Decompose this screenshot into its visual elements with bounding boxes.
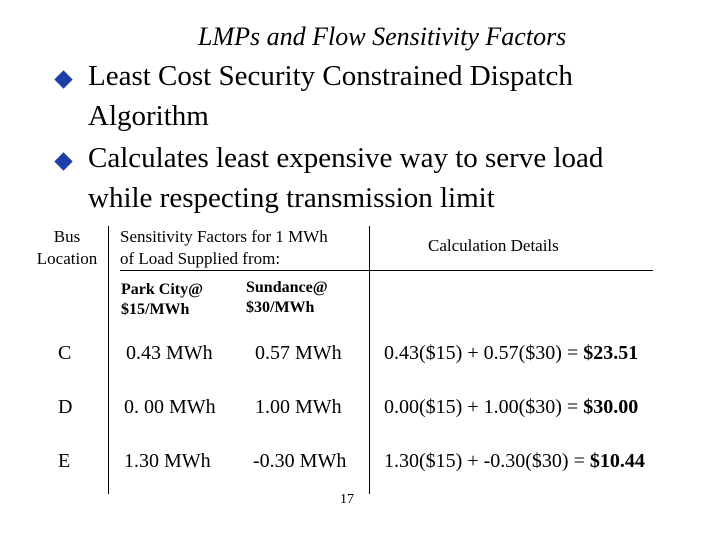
page-number: 17 <box>340 492 354 507</box>
subheader-park-city: Park City@ $15/MWh <box>121 281 203 318</box>
header-bus-location: Bus Location <box>36 227 98 268</box>
row-d-bus: D <box>58 396 73 418</box>
row-c-sundance: 0.57 MWh <box>255 342 342 364</box>
subheader-sundance: Sundance@ $30/MWh <box>246 279 328 316</box>
row-c-park-city: 0.43 MWh <box>126 342 213 364</box>
row-e-calculation: 1.30($15) + -0.30($30) = $10.44 <box>384 450 645 472</box>
bullet-1-line-2: Algorithm <box>88 100 209 132</box>
row-d-park-city: 0. 00 MWh <box>124 396 216 418</box>
bullet-diamond-icon <box>54 70 73 89</box>
column-divider-left <box>108 226 109 494</box>
bullet-2-line-1: Calculates least expensive way to serve … <box>88 142 604 174</box>
row-c-bus: C <box>58 342 72 364</box>
row-e-bus: E <box>58 450 71 472</box>
row-d-sundance: 1.00 MWh <box>255 396 342 418</box>
column-divider-right <box>369 226 370 494</box>
bullet-2-line-2: while respecting transmission limit <box>88 182 495 214</box>
row-c-calculation: 0.43($15) + 0.57($30) = $23.51 <box>384 342 639 364</box>
row-e-sundance: -0.30 MWh <box>253 450 347 472</box>
slide-title: LMPs and Flow Sensitivity Factors <box>198 22 567 51</box>
header-divider <box>120 270 653 271</box>
bullet-diamond-icon <box>54 152 73 171</box>
row-d-calculation: 0.00($15) + 1.00($30) = $30.00 <box>384 396 639 418</box>
bullet-1-line-1: Least Cost Security Constrained Dispatch <box>88 60 573 92</box>
row-e-park-city: 1.30 MWh <box>124 450 211 472</box>
header-calculation-details: Calculation Details <box>428 236 559 255</box>
header-sensitivity-factors: Sensitivity Factors for 1 MWh of Load Su… <box>120 227 328 268</box>
